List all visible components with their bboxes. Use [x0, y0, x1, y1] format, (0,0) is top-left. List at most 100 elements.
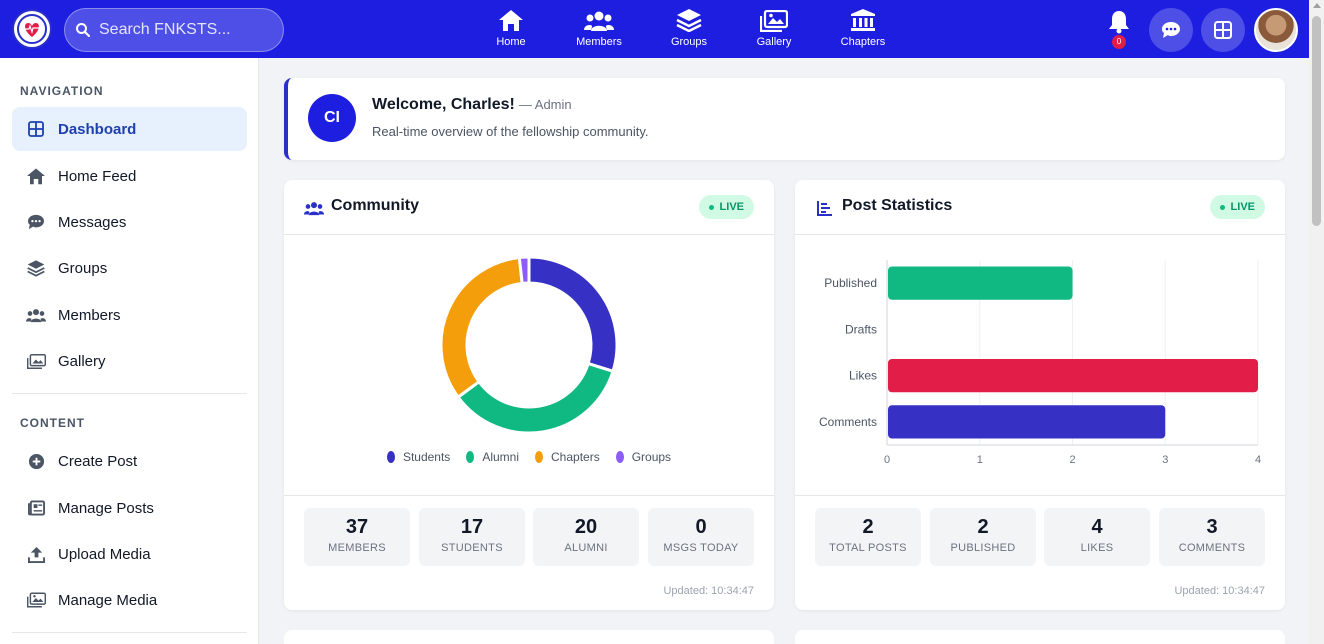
sidebar-item-create-post[interactable]: Create Post — [12, 439, 247, 483]
chat-icon — [1162, 22, 1180, 38]
legend-label: Chapters — [551, 450, 600, 464]
search-input[interactable] — [99, 21, 269, 39]
user-initials-avatar: CI — [308, 94, 356, 142]
sidebar-divider — [12, 632, 247, 633]
legend-item-groups[interactable]: Groups — [615, 450, 671, 464]
stat-likes: 4 LIKES — [1044, 508, 1150, 566]
logo-icon — [17, 14, 47, 44]
messages-button[interactable] — [1149, 8, 1193, 52]
nav-members-label: Members — [576, 36, 622, 48]
legend-item-chapters[interactable]: Chapters — [535, 450, 600, 464]
post-statistics-card: Post Statistics LIVE 0 1 2 3 4 Published Draft… — [795, 180, 1285, 610]
bell-icon — [1109, 11, 1129, 34]
logo[interactable] — [12, 9, 52, 49]
sidebar-item-messages[interactable]: Messages — [12, 200, 247, 244]
scrollbar-thumb[interactable] — [1312, 16, 1321, 226]
updated-timestamp: Updated: 10:34:47 — [1174, 585, 1265, 597]
y-tick-label: Comments — [819, 415, 877, 429]
stat-students: 17 STUDENTS — [419, 508, 525, 566]
nav-home[interactable]: Home — [471, 6, 551, 48]
nav-gallery-label: Gallery — [756, 36, 792, 48]
bar-likes[interactable] — [888, 358, 1258, 393]
stat-value: 2 — [977, 516, 989, 538]
y-tick-label: Drafts — [845, 322, 877, 336]
legend-item-students[interactable]: Students — [386, 450, 451, 464]
y-tick-label: Likes — [849, 369, 877, 383]
lower-card-left — [284, 630, 774, 644]
sidebar-item-members[interactable]: Members — [12, 293, 247, 337]
card-separator — [795, 495, 1285, 496]
sidebar-item-label: Manage Media — [58, 591, 158, 609]
legend-label: Alumni — [482, 450, 519, 464]
live-label: LIVE — [1230, 201, 1255, 213]
stat-label: LIKES — [1080, 542, 1114, 554]
landmark-icon — [851, 9, 875, 31]
sidebar-item-label: Dashboard — [58, 120, 137, 138]
home-icon — [27, 168, 45, 185]
sidebar-item-upload-media[interactable]: Upload Media — [12, 532, 247, 576]
live-dot — [708, 204, 714, 210]
stat-value: 0 — [695, 516, 707, 538]
y-tick-label: Published — [824, 276, 877, 290]
stat-value: 2 — [862, 516, 874, 538]
nav-groups-label: Groups — [670, 36, 708, 48]
stat-label: MEMBERS — [328, 542, 386, 554]
welcome-banner: CI Welcome, Charles! — Admin Real-time ov… — [284, 78, 1285, 160]
legend-label: Students — [402, 450, 451, 464]
bar-comments[interactable] — [888, 405, 1166, 439]
donut-slice-groups[interactable] — [517, 255, 531, 286]
post-bar-chart: 0 1 2 3 4 Published Drafts Likes Comments — [819, 260, 1261, 466]
x-tick-label: 3 — [1162, 454, 1168, 466]
legend-swatch — [535, 451, 543, 463]
users-icon — [26, 308, 46, 322]
sidebar-item-manage-media[interactable]: Manage Media — [12, 578, 247, 622]
stat-label: MSGS TODAY — [663, 542, 739, 554]
welcome-role: — Admin — [518, 97, 572, 112]
sidebar-item-manage-posts[interactable]: Manage Posts — [12, 486, 247, 530]
stat-label: ALUMNI — [564, 542, 608, 554]
sidebar-item-home-feed[interactable]: Home Feed — [12, 154, 247, 198]
search-box[interactable] — [64, 8, 284, 52]
stat-comments: 3 COMMENTS — [1159, 508, 1265, 566]
x-tick-label: 4 — [1255, 454, 1261, 466]
photo-stack-icon — [26, 592, 46, 608]
bar-published[interactable] — [888, 266, 1073, 300]
welcome-greeting: Welcome, Charles! — [372, 96, 515, 113]
scroll-up-arrow[interactable] — [1313, 3, 1321, 8]
apps-grid-button[interactable] — [1201, 8, 1245, 52]
sidebar-divider — [12, 393, 247, 394]
donut-slice-chapters[interactable] — [439, 255, 524, 400]
sidebar-item-gallery[interactable]: Gallery — [12, 339, 247, 383]
donut-slice-alumni[interactable] — [455, 361, 615, 435]
sidebar-item-groups[interactable]: Groups — [12, 246, 247, 290]
sidebar-item-dashboard[interactable]: Dashboard — [12, 107, 247, 151]
stat-value: 4 — [1091, 516, 1103, 538]
nav-home-label: Home — [496, 36, 526, 48]
layers-icon — [676, 9, 702, 32]
live-badge: LIVE — [698, 195, 754, 219]
user-avatar[interactable] — [1254, 8, 1298, 52]
legend-swatch — [466, 451, 475, 463]
nav-chapters[interactable]: Chapters — [823, 6, 903, 48]
legend-swatch — [615, 451, 624, 463]
legend-item-alumni[interactable]: Alumni — [466, 450, 519, 464]
updated-timestamp: Updated: 10:34:47 — [663, 585, 754, 597]
nav-groups[interactable]: Groups — [649, 6, 729, 48]
notifications-button[interactable]: 0 — [1106, 9, 1132, 49]
sidebar-item-label: Messages — [58, 213, 127, 231]
donut-slice-students[interactable] — [527, 255, 619, 374]
stat-value: 3 — [1206, 516, 1218, 538]
live-badge: LIVE — [1209, 195, 1265, 219]
legend-swatch — [386, 451, 395, 463]
grid-icon — [1214, 21, 1232, 39]
home-icon — [499, 10, 523, 31]
nav-gallery[interactable]: Gallery — [734, 6, 814, 48]
community-donut-chart — [439, 255, 619, 435]
card-title: Community — [331, 197, 419, 214]
images-icon — [760, 10, 788, 32]
notification-badge: 0 — [1112, 35, 1126, 49]
nav-members[interactable]: Members — [559, 6, 639, 48]
stat-label: PUBLISHED — [950, 542, 1016, 554]
top-navbar: Home Members Groups Gallery Chapters 0 — [0, 0, 1309, 58]
search-icon — [76, 23, 90, 37]
